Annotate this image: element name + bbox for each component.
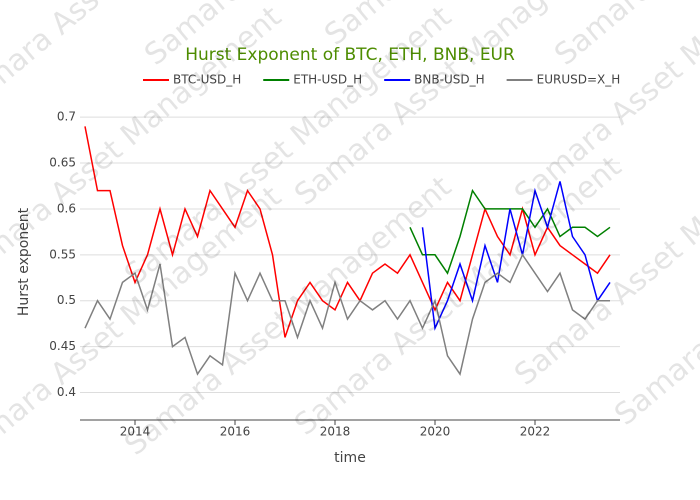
legend-label: BNB-USD_H: [414, 73, 484, 87]
grid: [80, 116, 620, 393]
y-tick-label: 0.65: [49, 156, 76, 170]
x-tick-label: 2014: [120, 425, 151, 439]
chart-title: Hurst Exponent of BTC, ETH, BNB, EUR: [185, 45, 515, 65]
y-tick-label: 0.7: [57, 110, 76, 124]
series-line: [84, 253, 610, 376]
x-tick-label: 2018: [320, 425, 351, 439]
y-tick-label: 0.6: [57, 201, 76, 215]
x-axis-label: time: [334, 450, 366, 466]
legend-label: ETH-USD_H: [293, 73, 362, 87]
x-tick-label: 2022: [520, 425, 551, 439]
y-tick-label: 0.45: [49, 339, 76, 353]
x-tick-label: 2016: [220, 425, 251, 439]
y-axis-label: Hurst exponent: [16, 207, 32, 316]
legend-label: BTC-USD_H: [173, 73, 241, 87]
series-line: [421, 181, 611, 331]
y-tick-label: 0.4: [57, 385, 76, 399]
y-tick-label: 0.5: [57, 293, 76, 307]
legend-label: EURUSD=X_H: [537, 73, 621, 87]
x-tick-label: 2020: [420, 425, 451, 439]
y-tick-label: 0.55: [49, 247, 76, 261]
